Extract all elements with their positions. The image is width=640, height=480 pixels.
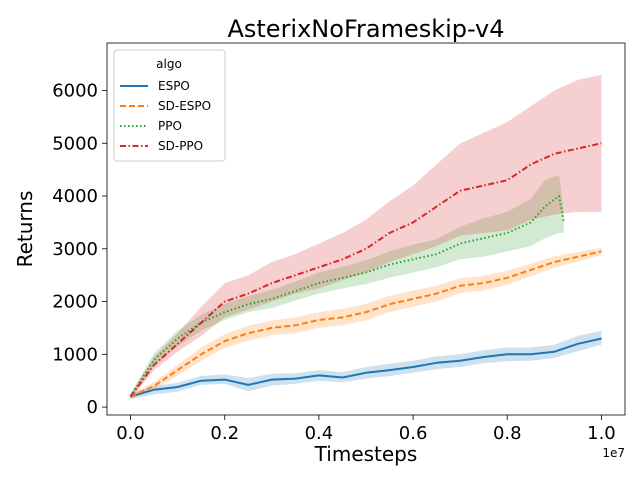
x-tick-label: 0.4 [305,423,334,444]
chart-title: AsterixNoFrameskip-v4 [227,15,504,43]
y-tick-label: 1000 [52,344,98,365]
y-tick-label: 6000 [52,80,98,101]
legend-label-sd-ppo: SD-PPO [158,139,203,153]
x-tick-label: 0.0 [116,423,145,444]
line-sd-espo [130,250,602,398]
legend: algo ESPO SD-ESPO PPO SD-PPO [113,49,226,162]
band-sd-ppo [130,74,602,400]
line-sd-ppo [129,142,602,398]
x-axis-offset-label: 1e7 [602,446,625,460]
y-tick-label: 2000 [52,292,98,313]
confidence-bands [130,74,602,400]
legend-title: algo [156,57,182,71]
y-tick-label: 0 [87,397,98,418]
y-tick-label: 5000 [52,133,98,154]
x-axis-ticks: 0.0 0.2 0.4 0.6 0.8 1.0 [116,415,616,444]
line-espo [130,337,602,398]
band-espo [130,330,602,400]
y-axis-label: Returns [13,191,37,268]
band-ppo [130,174,564,400]
legend-box [113,49,226,162]
legend-label-sd-espo: SD-ESPO [158,99,211,113]
y-tick-label: 3000 [52,239,98,260]
x-axis-label: Timesteps [314,442,418,466]
x-tick-label: 0.2 [210,423,239,444]
band-sd-espo [130,247,602,399]
legend-label-ppo: PPO [158,119,182,133]
plot-frame [106,42,626,416]
x-tick-label: 0.6 [399,423,428,444]
legend-label-espo: ESPO [158,79,190,93]
y-tick-label: 4000 [52,186,98,207]
x-tick-label: 1.0 [587,423,616,444]
y-axis-ticks: 0 1000 2000 3000 4000 5000 6000 [52,80,107,418]
series-lines [129,142,602,398]
line-ppo [129,195,565,398]
x-tick-label: 0.8 [493,423,522,444]
